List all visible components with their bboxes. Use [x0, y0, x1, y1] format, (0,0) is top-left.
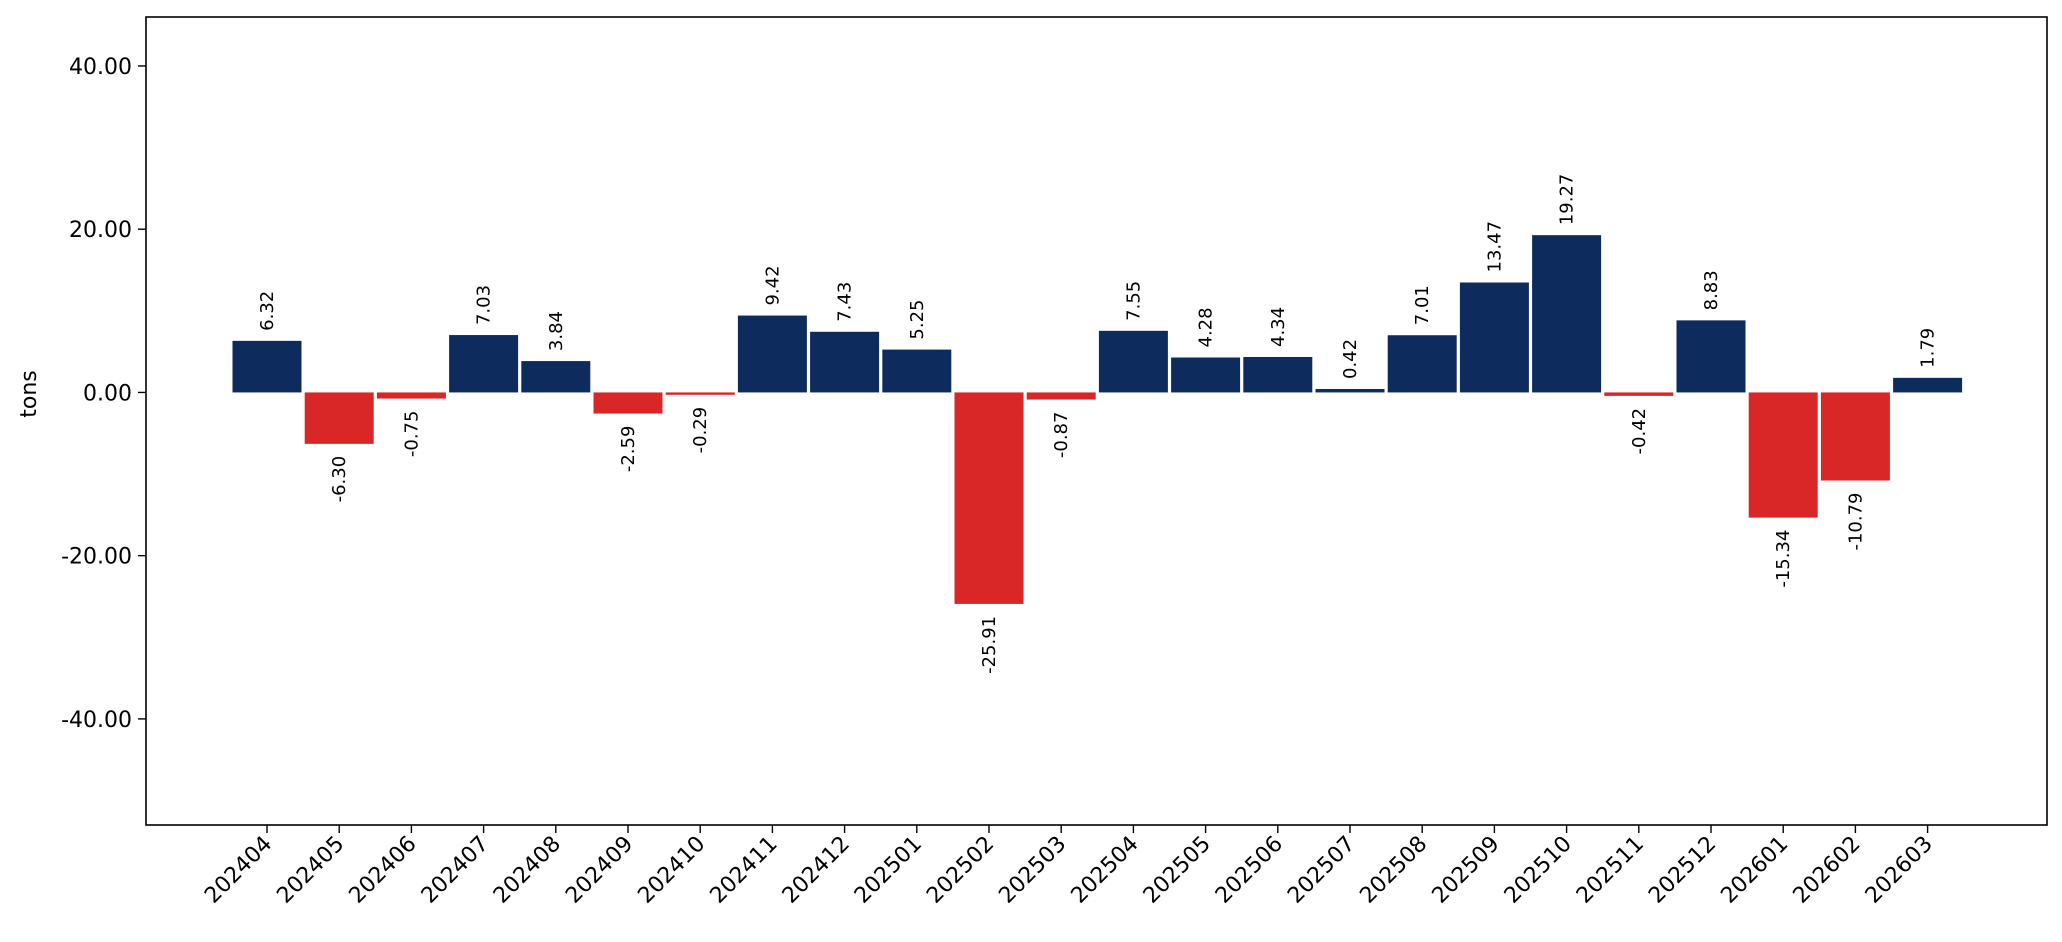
bars-group: [232, 235, 1963, 604]
value-labels-group: 6.32 -6.30 -0.75 7.03 3.84 -2.59 -0.29 9.42 7.43…: [257, 174, 1939, 674]
bar-value-label: -25.91: [979, 616, 1000, 674]
bar-value-label: 9.42: [762, 265, 783, 305]
bar-value-label: 8.83: [1701, 270, 1722, 310]
plot-area: [145, 16, 2048, 826]
x-axis: 2024042024052024062024072024082024092024…: [200, 825, 1938, 909]
bar-value-label: -10.79: [1845, 492, 1866, 550]
bar: [449, 335, 519, 393]
bar-value-label: 5.25: [907, 300, 928, 340]
bar: [304, 392, 374, 444]
bar: [1820, 392, 1890, 481]
bar: [1387, 335, 1457, 393]
bar-value-label: 19.27: [1557, 174, 1578, 226]
bar: [1532, 235, 1602, 393]
bar: [954, 392, 1024, 604]
y-axis: 40.00 20.00 0.00 -20.00 -40.00: [61, 55, 146, 733]
x-tick-label: 202602: [1789, 832, 1866, 909]
bar-value-label: 1.79: [1918, 328, 1939, 368]
x-tick-label: 202601: [1716, 832, 1793, 909]
bar: [1604, 392, 1674, 396]
x-tick-label: 202506: [1211, 832, 1288, 909]
bar-value-label: 0.42: [1340, 339, 1361, 379]
bar-value-label: -0.29: [690, 407, 711, 454]
bar-value-label: -0.75: [401, 411, 422, 458]
bar-value-label: -2.59: [618, 426, 639, 473]
x-tick-label: 202501: [850, 832, 927, 909]
bar: [232, 340, 302, 393]
bar: [810, 331, 880, 393]
x-tick-label: 202409: [561, 832, 638, 909]
bar: [882, 349, 952, 393]
x-tick-label: 202407: [417, 832, 494, 909]
bar-value-label: -0.42: [1629, 408, 1650, 455]
bar-value-label: 13.47: [1484, 221, 1505, 273]
bar-value-label: 4.28: [1196, 307, 1217, 347]
bar: [1748, 392, 1818, 518]
bar: [1026, 392, 1096, 400]
bar-value-label: 7.01: [1412, 285, 1433, 325]
y-tick-label: 0.00: [83, 381, 132, 406]
bar-value-label: 6.32: [257, 291, 278, 331]
bar-value-label: -6.30: [329, 456, 350, 503]
y-axis-title: tons: [17, 370, 42, 418]
bar-value-label: 4.34: [1268, 307, 1289, 347]
bar: [521, 361, 591, 393]
bar: [1893, 377, 1963, 393]
bar: [737, 315, 807, 393]
x-tick-label: 202406: [345, 832, 422, 909]
y-tick-label: -20.00: [61, 545, 132, 570]
x-tick-label: 202503: [994, 832, 1071, 909]
bar: [1315, 389, 1385, 393]
y-tick-label: -40.00: [61, 708, 132, 733]
x-tick-label: 202410: [633, 832, 710, 909]
bar: [1098, 330, 1168, 393]
bar-value-label: 7.55: [1123, 281, 1144, 321]
x-tick-label: 202505: [1139, 832, 1216, 909]
bar: [1171, 357, 1241, 393]
x-tick-label: 202509: [1428, 832, 1505, 909]
bar: [665, 392, 735, 395]
bar-value-label: -0.87: [1051, 412, 1072, 459]
x-tick-label: 202603: [1861, 832, 1938, 909]
bar: [376, 392, 446, 399]
bar-value-label: 7.03: [474, 285, 495, 325]
x-tick-label: 202512: [1644, 832, 1721, 909]
x-tick-label: 202507: [1283, 832, 1360, 909]
bar: [593, 392, 663, 414]
x-tick-label: 202405: [272, 832, 349, 909]
bar-value-label: -15.34: [1773, 530, 1794, 588]
x-tick-label: 202408: [489, 832, 566, 909]
x-tick-label: 202412: [778, 832, 855, 909]
x-tick-label: 202508: [1355, 832, 1432, 909]
bar: [1459, 282, 1529, 393]
x-tick-label: 202411: [706, 832, 783, 909]
x-tick-label: 202510: [1500, 832, 1577, 909]
bar-value-label: 7.43: [835, 282, 856, 322]
bar-value-label: 3.84: [546, 311, 567, 351]
y-tick-label: 20.00: [69, 218, 132, 243]
x-tick-label: 202502: [922, 832, 999, 909]
y-tick-label: 40.00: [69, 55, 132, 80]
x-tick-label: 202404: [200, 832, 277, 909]
bar: [1243, 357, 1313, 393]
bar: [1676, 320, 1746, 393]
x-tick-label: 202511: [1572, 832, 1649, 909]
x-tick-label: 202504: [1067, 832, 1144, 909]
